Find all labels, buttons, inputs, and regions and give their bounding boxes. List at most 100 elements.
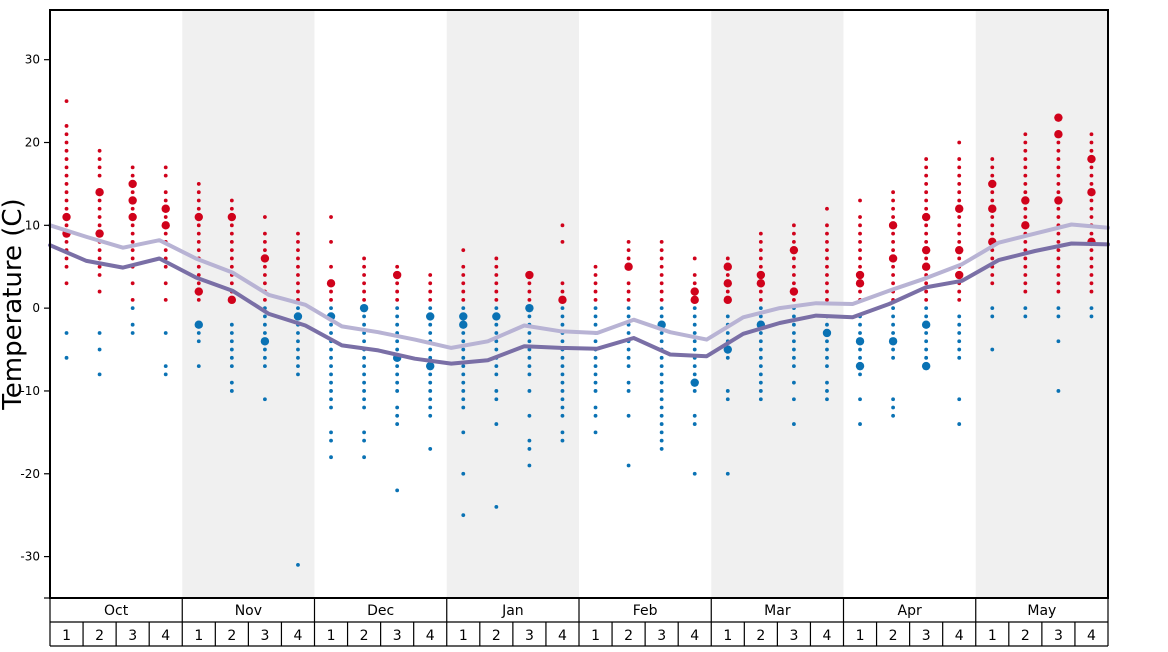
warm-dot [494,256,499,261]
warm-dot [64,239,69,244]
cold-dot [725,314,730,319]
warm-dot [196,190,201,195]
warm-dot [395,264,400,269]
warm-dot [163,190,168,195]
warm-dot [825,281,829,286]
warm-dot [64,157,69,161]
warm-dot [990,273,995,277]
warm-dot [163,248,168,253]
cold-dot [428,372,433,377]
warm-dot [924,231,929,236]
warm-dot [163,173,168,178]
axes: 30 20 10 0 -10 -20 -30 Oct 1 2 3 4 Nov 1 2 3 4 Dec 1 2 3 4 Jan… [20,9,1109,647]
warm-dot [1089,248,1094,253]
cold-dot [725,471,730,476]
cold-dot [891,397,895,402]
warm-dot [329,239,333,244]
cold-dot [825,322,829,327]
cold-dot [593,405,598,410]
cold-dot [891,322,895,327]
warm-dot [891,215,895,219]
cold-dot [593,380,598,385]
cold-dot [196,339,201,344]
warm-dot [1056,281,1061,286]
warm-dot [196,182,201,186]
warm-dot [296,231,300,236]
cold-dot [494,389,499,393]
warm-dot [64,256,69,261]
warm-dot [858,239,862,244]
month-label-nov: Nov [235,603,262,619]
week-label: 4 [955,628,964,644]
warm-dot [624,262,633,271]
cold-dot [97,372,102,377]
cold-dot [593,364,598,369]
warm-dot [593,281,598,286]
warm-dot [1089,148,1094,153]
cold-dot [792,314,796,319]
warm-dot [1056,182,1061,186]
warm-dot [921,262,931,271]
warm-dot [758,289,763,294]
cold-dot [891,405,895,410]
cold-dot [626,347,631,352]
cold-dot [527,331,532,335]
cold-dot [758,314,763,319]
cold-dot [758,306,763,311]
cold-dot [461,380,466,385]
cold-dot [395,422,400,426]
cold-dot [163,372,168,377]
warm-dot [395,281,400,286]
cold-dot [461,405,466,410]
cold-dot [461,306,466,311]
warm-dot [957,231,962,236]
cold-dot [494,347,499,352]
warm-dot [229,231,234,236]
warm-dot [891,281,895,286]
warm-dot [1021,196,1030,205]
week-label: 3 [260,628,269,644]
cold-dot [692,372,697,377]
cold-dot [593,355,598,360]
cold-dot [1089,314,1094,319]
cold-dot [692,306,697,311]
week-label: 2 [95,628,104,644]
cold-dot [921,361,931,371]
cold-dot [359,303,369,313]
warm-dot [626,281,631,286]
warm-dot [990,215,995,219]
warm-dot [64,281,69,286]
warm-dot [163,264,168,269]
warm-dot [461,273,466,277]
warm-dot [659,289,664,294]
warm-dot [957,182,962,186]
cold-dot [659,380,664,385]
warm-dot [362,281,366,286]
warm-dot [690,287,699,296]
warm-dot [725,273,730,277]
warm-dot [95,229,104,238]
cold-dot [494,364,499,369]
cold-dot [957,397,962,402]
cold-dot [792,322,796,327]
warm-dot [955,270,964,280]
warm-dot [196,206,201,211]
cold-dot [792,331,796,335]
warm-dot [723,262,732,271]
warm-dot [263,231,267,236]
cold-dot [426,312,435,321]
cold-dot [362,405,366,410]
cold-dot [362,397,366,402]
cold-dot [560,397,565,402]
cold-dot [1056,306,1061,311]
warm-dot [130,239,135,244]
cold-dot [792,397,796,402]
warm-dot [626,297,631,302]
cold-dot [659,422,664,426]
warm-dot [263,248,267,253]
warm-dot [1089,289,1094,294]
warm-dot [130,281,135,286]
warm-dot [921,212,931,222]
cold-dot [924,347,929,352]
warm-dot [792,273,796,277]
